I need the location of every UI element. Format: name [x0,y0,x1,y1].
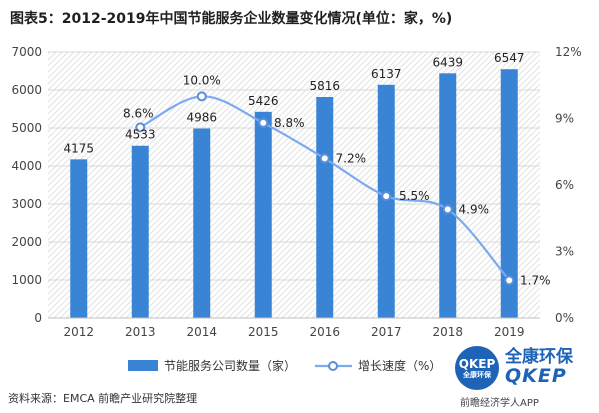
y-left-tick-label: 0 [34,311,42,325]
growth-value-label: 7.2% [336,151,367,165]
y-left-tick-label: 2000 [11,235,42,249]
bar-labels: 4175 4533 4986 5426 5816 6137 6439 6547 [63,51,524,155]
growth-marker-2014 [196,91,207,102]
bar-2019 [500,69,518,319]
chart-title: 图表5：2012-2019年中国节能服务企业数量变化情况(单位：家，%) [10,11,453,27]
y-left-tick-label: 7000 [11,45,42,59]
logo-badge-top: QKEP [458,356,496,371]
line-layer [135,91,515,286]
logo-name-en: QKEP [505,364,567,387]
bar-value-label: 4986 [186,111,217,125]
growth-marker-2015 [258,117,269,128]
x-tick-label: 2014 [186,325,217,339]
y-left-tick-label: 4000 [11,159,42,173]
bar-2017 [377,84,395,318]
source-note: 资料来源：EMCA 前瞻产业研究院整理 [8,392,198,405]
growth-value-label: 8.8% [274,116,305,130]
legend-label-bar: 节能服务公司数量（家） [164,358,296,373]
x-tick-label: 2019 [494,325,525,339]
right-axis: 0% 3% 6% 9% 12% [555,45,582,325]
logo-badge: QKEP 全康环保 [455,346,499,390]
line-labels: 8.6% 10.0% 8.8% 7.2% 5.5% 4.9% 1.7% [123,73,551,287]
x-axis: 2012 2013 2014 2015 2016 2017 2018 2019 [48,317,540,339]
y-right-tick-label: 0% [555,311,574,325]
bar-2013 [131,145,149,318]
growth-value-label: 5.5% [399,189,430,203]
x-tick-label: 2013 [125,325,156,339]
logo-badge-bottom: 全康环保 [463,370,491,379]
y-left-tick-label: 6000 [11,83,42,97]
x-tick-label: 2015 [248,325,279,339]
growth-marker-2018 [442,204,453,215]
growth-value-label: 1.7% [520,273,551,287]
legend-swatch-marker [328,361,338,371]
bar-layer [70,69,518,319]
legend-swatch-bar [128,360,158,371]
x-tick-label: 2017 [371,325,402,339]
bar-value-label: 6439 [432,55,463,69]
growth-marker-2019 [504,275,515,286]
plot-area-background [48,52,540,318]
bar-value-label: 6547 [494,51,525,65]
y-right-tick-label: 9% [555,112,574,126]
y-left-tick-label: 1000 [11,273,42,287]
growth-value-label: 8.6% [123,106,154,120]
bar-value-label: 5426 [248,94,279,108]
y-right-tick-label: 6% [555,178,574,192]
bar-value-label: 5816 [309,79,340,93]
legend: 节能服务公司数量（家） 增长速度（%） [128,358,441,373]
growth-value-label: 10.0% [183,73,221,87]
x-tick-label: 2012 [63,325,94,339]
y-right-tick-label: 12% [555,45,582,59]
growth-marker-2017 [381,191,392,202]
brand-footer: 前瞻经济学人APP [460,398,539,409]
bar-2018 [439,73,457,319]
bar-value-label: 4533 [125,128,156,142]
brand-logo: QKEP 全康环保 全康环保 QKEP [455,343,595,393]
legend-label-line: 增长速度（%） [358,358,441,373]
x-tick-label: 2018 [432,325,463,339]
growth-marker-2016 [319,153,330,164]
y-left-tick-label: 5000 [11,121,42,135]
logo-name-cn: 全康环保 [505,347,573,368]
bar-2012 [70,159,88,318]
growth-marker-2013 [135,122,146,133]
bar-2015 [254,111,272,318]
bar-2014 [193,128,211,318]
growth-value-label: 4.9% [459,202,490,216]
logo-text: 全康环保 QKEP [505,347,573,387]
bar-2016 [316,96,334,318]
bar-value-label: 4175 [63,141,94,155]
y-left-tick-label: 3000 [11,197,42,211]
y-right-tick-label: 3% [555,245,574,259]
left-axis: 0 1000 2000 3000 4000 5000 6000 7000 [11,45,42,325]
bar-value-label: 6137 [371,67,402,81]
x-tick-label: 2016 [309,325,340,339]
